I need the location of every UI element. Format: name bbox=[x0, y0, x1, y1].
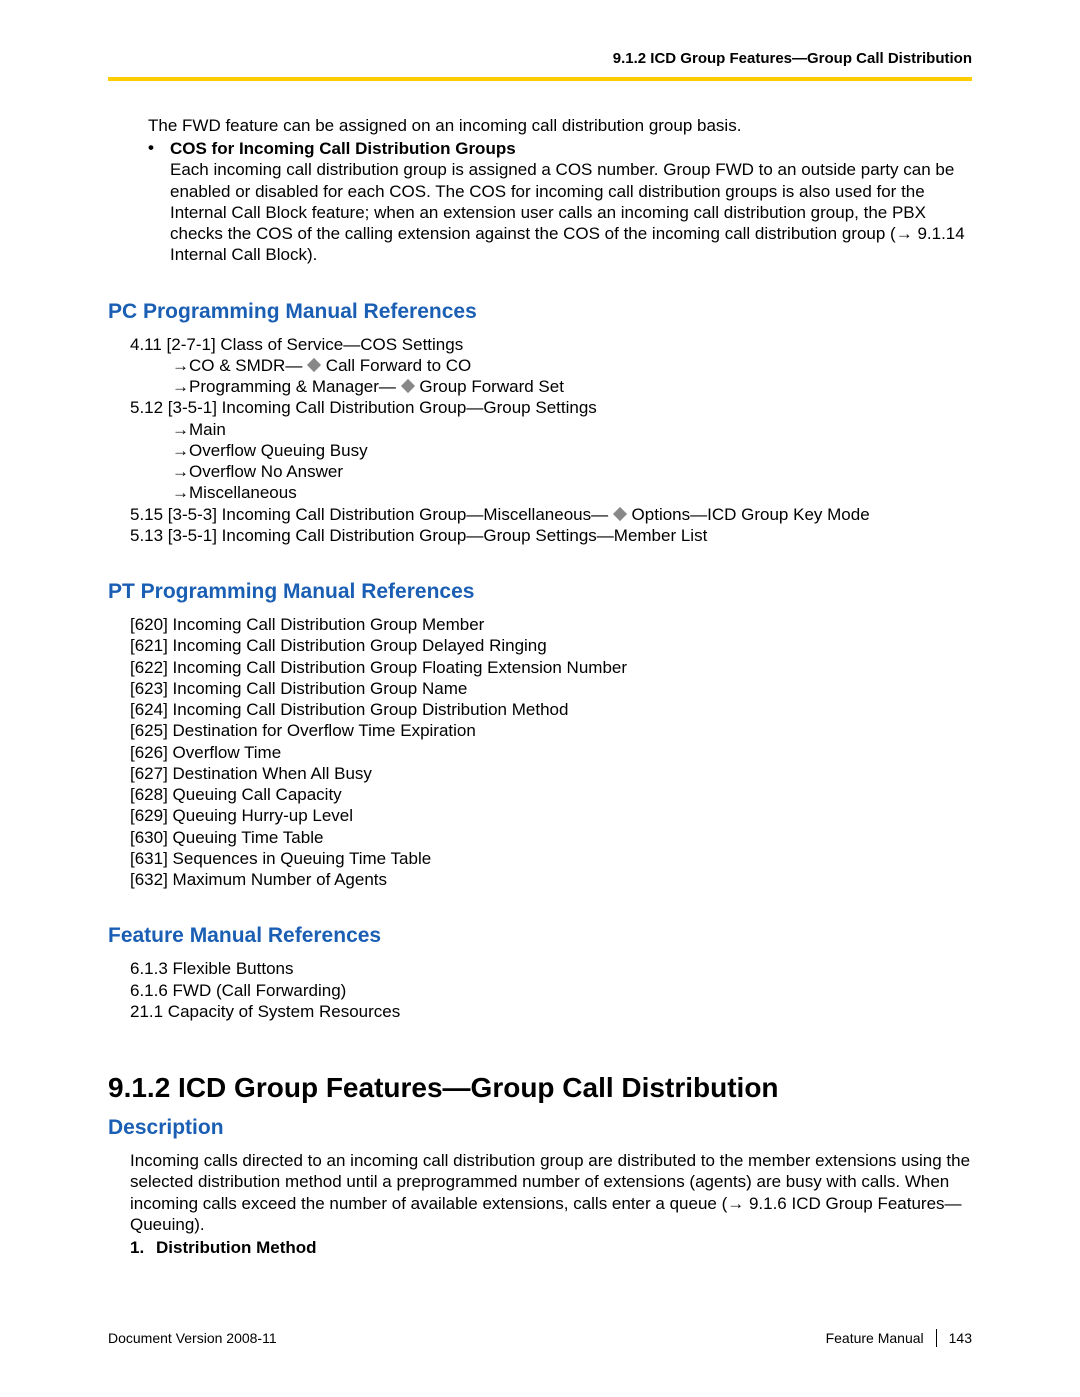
page: 9.1.2 ICD Group Features—Group Call Dist… bbox=[0, 0, 1080, 1397]
footer-page-number: 143 bbox=[949, 1330, 972, 1346]
page-content: The FWD feature can be assigned on an in… bbox=[0, 81, 1080, 1258]
footer-separator bbox=[936, 1329, 937, 1347]
ref-line: [627] Destination When All Busy bbox=[130, 763, 972, 784]
ref-line: [628] Queuing Call Capacity bbox=[130, 784, 972, 805]
ref-line: [623] Incoming Call Distribution Group N… bbox=[130, 678, 972, 699]
page-header: 9.1.2 ICD Group Features—Group Call Dist… bbox=[0, 50, 1080, 81]
ref-line: →Miscellaneous bbox=[172, 482, 972, 503]
ref-line: 5.12 [3-5-1] Incoming Call Distribution … bbox=[130, 397, 972, 418]
diamond-icon bbox=[613, 506, 627, 520]
diamond-icon bbox=[307, 358, 321, 372]
diamond-icon bbox=[401, 379, 415, 393]
ref-line: 5.15 [3-5-3] Incoming Call Distribution … bbox=[130, 504, 972, 525]
ref-line: [626] Overflow Time bbox=[130, 742, 972, 763]
ref-line: →Main bbox=[172, 419, 972, 440]
ref-line: [631] Sequences in Queuing Time Table bbox=[130, 848, 972, 869]
section-title: 9.1.2 ICD Group Features—Group Call Dist… bbox=[108, 1072, 972, 1104]
header-rule bbox=[108, 77, 972, 81]
description-heading: Description bbox=[108, 1116, 972, 1140]
bullet-body: COS for Incoming Call Distribution Group… bbox=[170, 138, 972, 266]
ref-line: [632] Maximum Number of Agents bbox=[130, 869, 972, 890]
ref-line: [620] Incoming Call Distribution Group M… bbox=[130, 614, 972, 635]
ref-line: 4.11 [2-7-1] Class of Service—COS Settin… bbox=[130, 334, 972, 355]
ref-line: [630] Queuing Time Table bbox=[130, 827, 972, 848]
pc-refs-block: 4.11 [2-7-1] Class of Service—COS Settin… bbox=[130, 334, 972, 547]
ref-line: →Overflow No Answer bbox=[172, 461, 972, 482]
footer-left: Document Version 2008-11 bbox=[108, 1330, 277, 1346]
bullet-dot-icon: • bbox=[148, 138, 170, 266]
ref-line: →CO & SMDR— Call Forward to CO bbox=[172, 355, 972, 376]
running-title: 9.1.2 ICD Group Features—Group Call Dist… bbox=[108, 50, 972, 67]
ref-line: →Overflow Queuing Busy bbox=[172, 440, 972, 461]
ref-line: 21.1 Capacity of System Resources bbox=[130, 1001, 972, 1022]
ref-line: →Programming & Manager— Group Forward Se… bbox=[172, 376, 972, 397]
footer-right: Feature Manual 143 bbox=[826, 1329, 972, 1347]
ref-line: [629] Queuing Hurry-up Level bbox=[130, 805, 972, 826]
feat-refs-heading: Feature Manual References bbox=[108, 924, 972, 948]
intro-line: The FWD feature can be assigned on an in… bbox=[148, 116, 972, 136]
page-footer: Document Version 2008-11 Feature Manual … bbox=[108, 1329, 972, 1347]
pc-refs-heading: PC Programming Manual References bbox=[108, 300, 972, 324]
footer-manual-label: Feature Manual bbox=[826, 1330, 924, 1346]
distribution-method-item: 1. Distribution Method bbox=[130, 1238, 972, 1258]
ref-line: [624] Incoming Call Distribution Group D… bbox=[130, 699, 972, 720]
bullet-title: COS for Incoming Call Distribution Group… bbox=[170, 139, 516, 158]
cos-bullet: • COS for Incoming Call Distribution Gro… bbox=[148, 138, 972, 266]
pt-refs-heading: PT Programming Manual References bbox=[108, 580, 972, 604]
ref-line: 6.1.6 FWD (Call Forwarding) bbox=[130, 980, 972, 1001]
description-body: Incoming calls directed to an incoming c… bbox=[130, 1150, 972, 1235]
ref-line: 5.13 [3-5-1] Incoming Call Distribution … bbox=[130, 525, 972, 546]
pt-refs-block: [620] Incoming Call Distribution Group M… bbox=[130, 614, 972, 890]
item-number: 1. bbox=[130, 1238, 156, 1258]
ref-line: 6.1.3 Flexible Buttons bbox=[130, 958, 972, 979]
item-text: Distribution Method bbox=[156, 1238, 317, 1258]
ref-line: [625] Destination for Overflow Time Expi… bbox=[130, 720, 972, 741]
ref-line: [622] Incoming Call Distribution Group F… bbox=[130, 657, 972, 678]
bullet-text: Each incoming call distribution group is… bbox=[170, 160, 965, 264]
feat-refs-block: 6.1.3 Flexible Buttons6.1.6 FWD (Call Fo… bbox=[130, 958, 972, 1022]
ref-line: [621] Incoming Call Distribution Group D… bbox=[130, 635, 972, 656]
